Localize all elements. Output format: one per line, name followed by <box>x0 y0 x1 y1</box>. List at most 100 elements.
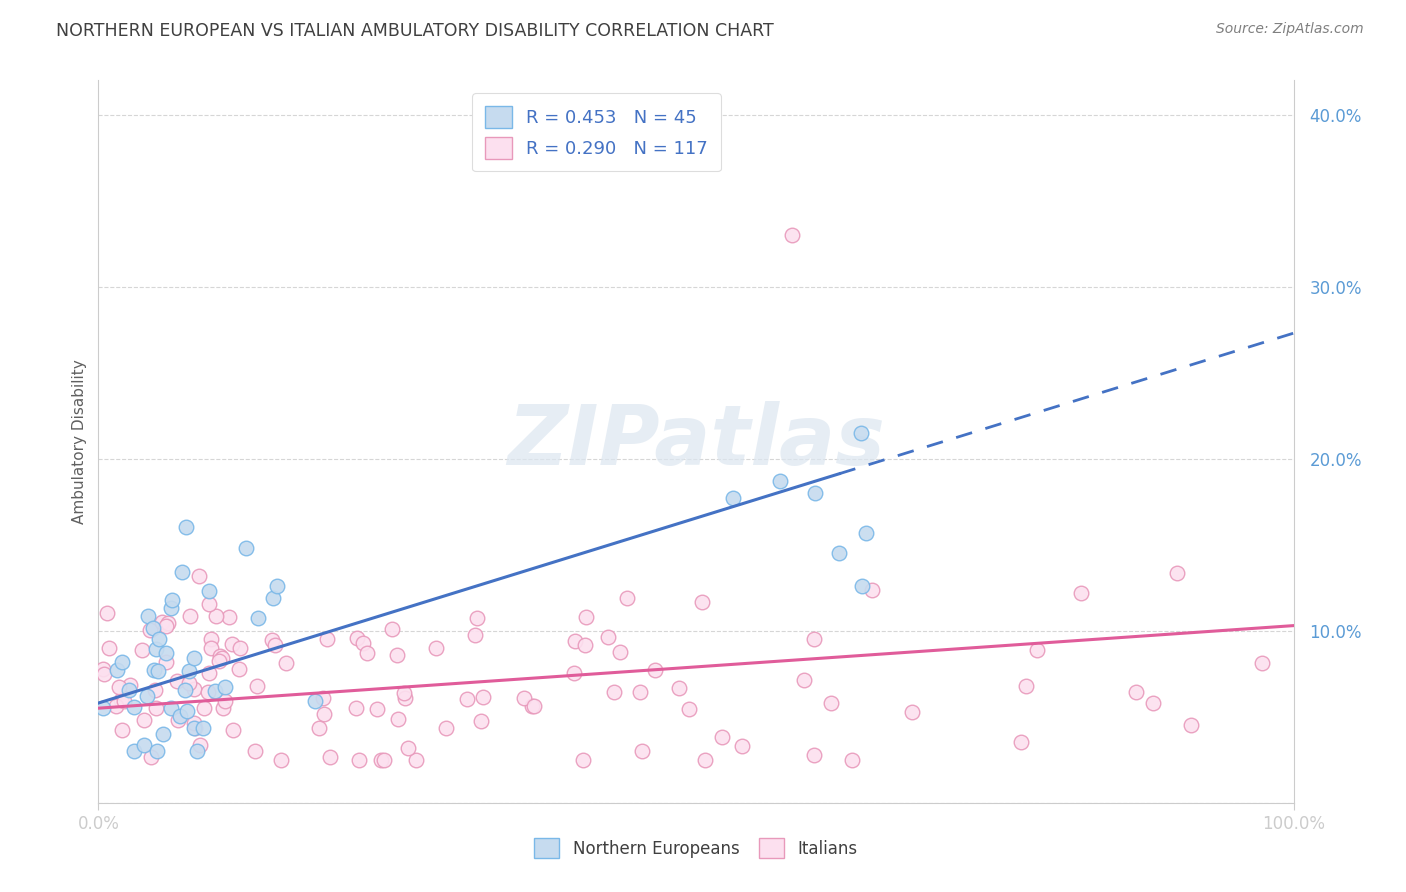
Point <box>131 642 153 657</box>
Point <box>373 753 395 767</box>
Point <box>139 623 162 637</box>
Point <box>148 632 170 647</box>
Point <box>347 753 370 767</box>
Point <box>200 641 222 656</box>
Point <box>803 748 825 763</box>
Point <box>851 426 873 441</box>
Point <box>162 593 184 607</box>
Point <box>616 591 638 605</box>
Point <box>200 632 222 647</box>
Point <box>218 609 240 624</box>
Point <box>155 646 177 660</box>
Point <box>198 665 221 680</box>
Point <box>222 723 245 737</box>
Point <box>574 638 596 652</box>
Point <box>214 693 236 707</box>
Point <box>851 579 873 593</box>
Point <box>214 681 236 695</box>
Point <box>177 664 200 678</box>
Point <box>197 685 219 699</box>
Point <box>1142 696 1164 710</box>
Point <box>465 611 488 625</box>
Point <box>167 713 190 727</box>
Point <box>311 690 333 705</box>
Point <box>136 689 159 703</box>
Point <box>319 750 342 764</box>
Point <box>198 597 221 611</box>
Point <box>523 698 546 713</box>
Point <box>564 634 586 648</box>
Point <box>855 526 877 541</box>
Point <box>118 682 141 697</box>
Point <box>820 696 842 710</box>
Point <box>572 753 595 767</box>
Point <box>160 601 183 615</box>
Point <box>246 611 269 625</box>
Point <box>111 723 134 738</box>
Point <box>122 700 145 714</box>
Point <box>141 750 163 764</box>
Point <box>721 491 744 505</box>
Point <box>456 691 478 706</box>
Point <box>170 565 193 579</box>
Point <box>184 721 207 735</box>
Point <box>193 701 215 715</box>
Point <box>860 582 883 597</box>
Point <box>150 615 173 629</box>
Point <box>609 645 631 659</box>
Point <box>243 743 266 757</box>
Point <box>246 679 269 693</box>
Point <box>603 685 626 699</box>
Point <box>174 520 197 534</box>
Point <box>159 701 181 715</box>
Point <box>145 682 167 697</box>
Point <box>1014 679 1036 693</box>
Point <box>204 683 226 698</box>
Point <box>693 753 716 767</box>
Point <box>228 640 250 655</box>
Point <box>145 641 167 656</box>
Point <box>520 699 543 714</box>
Point <box>768 475 790 489</box>
Point <box>793 673 815 687</box>
Point <box>308 721 330 735</box>
Point <box>212 701 235 715</box>
Point <box>352 636 374 650</box>
Point <box>122 744 145 758</box>
Point <box>183 721 205 735</box>
Point <box>179 608 201 623</box>
Point <box>370 753 392 767</box>
Point <box>183 651 205 665</box>
Legend: Northern Europeans, Italians: Northern Europeans, Italians <box>526 830 866 867</box>
Point <box>304 694 326 708</box>
Point <box>385 648 408 662</box>
Point <box>678 702 700 716</box>
Point <box>562 665 585 680</box>
Point <box>470 714 492 728</box>
Point <box>381 622 404 636</box>
Point <box>1166 566 1188 581</box>
Point <box>1025 643 1047 657</box>
Point <box>711 730 734 744</box>
Point <box>1251 657 1274 671</box>
Point <box>464 628 486 642</box>
Point <box>270 753 292 767</box>
Point <box>152 727 174 741</box>
Point <box>111 656 134 670</box>
Point <box>166 673 188 688</box>
Point <box>266 579 288 593</box>
Text: ZIPatlas: ZIPatlas <box>508 401 884 482</box>
Point <box>628 685 651 699</box>
Point <box>366 702 388 716</box>
Point <box>264 639 287 653</box>
Point <box>631 744 654 758</box>
Point <box>105 663 128 677</box>
Point <box>91 701 114 715</box>
Point <box>1010 735 1032 749</box>
Point <box>186 744 208 758</box>
Point <box>145 701 167 715</box>
Point <box>208 654 231 668</box>
Point <box>574 610 596 624</box>
Point <box>173 683 195 698</box>
Point <box>828 546 851 560</box>
